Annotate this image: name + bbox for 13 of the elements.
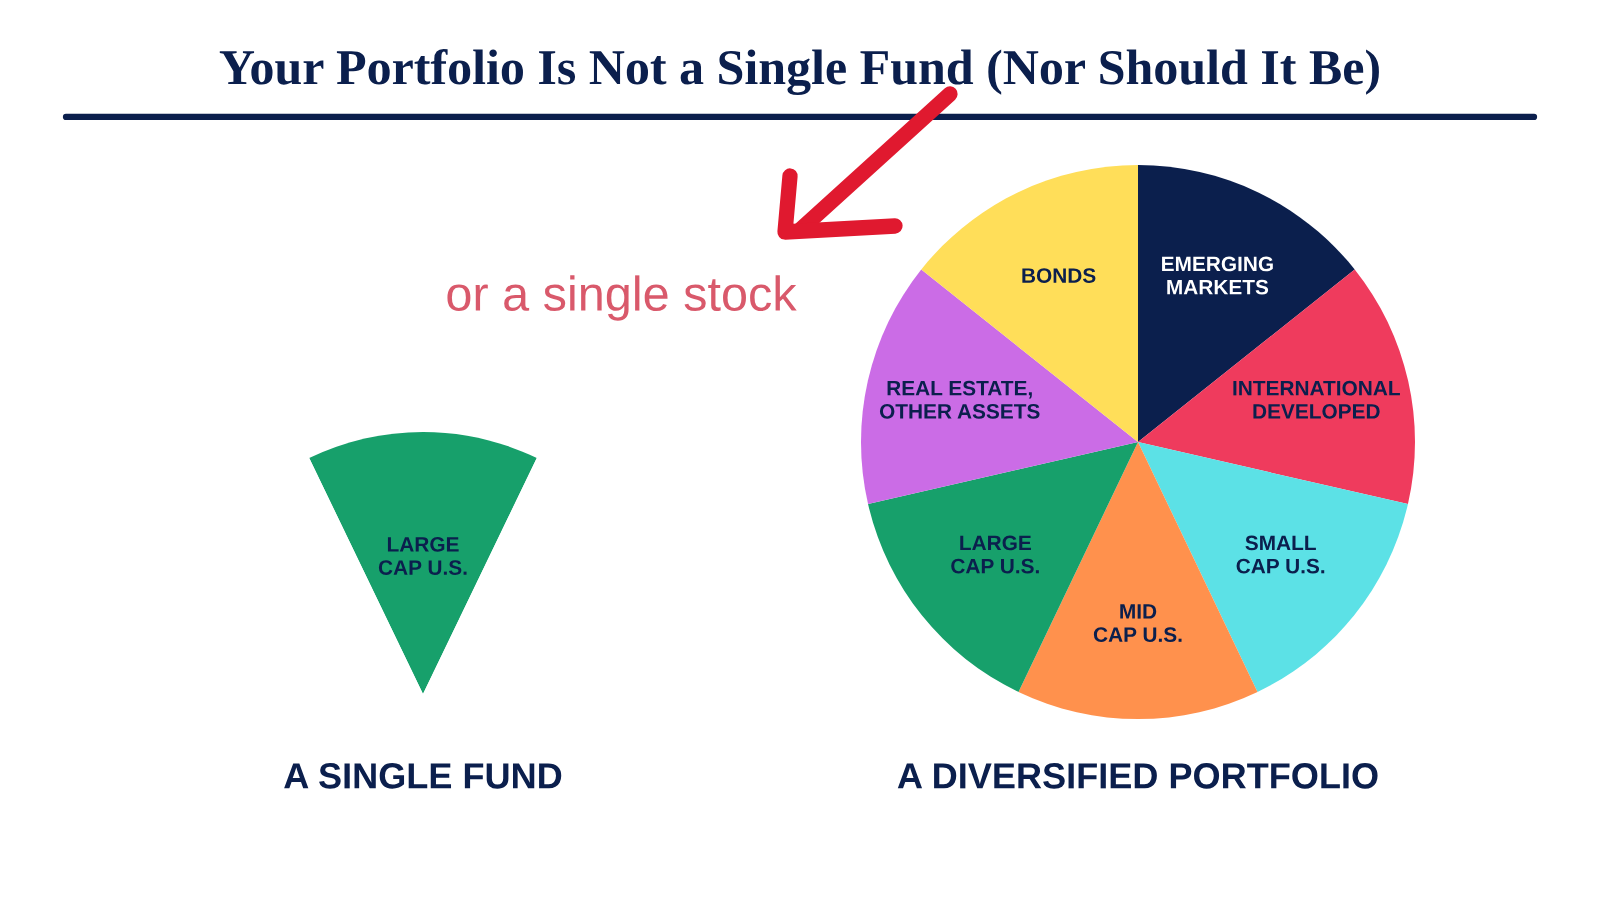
text: A DIVERSIFIED PORTFOLIO [897, 763, 1378, 789]
slice-label: INTERNATIONAL DEVELOPED [1233, 380, 1400, 419]
slice-label: SMALL CAP U.S. [1236, 535, 1325, 574]
slice-label: LARGE CAP U.S. [378, 537, 467, 575]
pie-slice [861, 269, 1138, 505]
slice-label: REAL ESTATE, OTHER ASSETS [879, 380, 1040, 419]
text: or a single stock [447, 275, 797, 321]
text: A SINGLE FUND [284, 763, 562, 789]
text: Your Portfolio Is Not a Single Fund (Nor Should It Be) [219, 48, 1379, 96]
slice-label: EMERGING MARKETS [1162, 256, 1273, 295]
slice-label: MID CAP U.S. [1093, 604, 1182, 643]
slice-label: LARGE CAP U.S. [951, 535, 1039, 574]
slice-label: BONDS [1022, 268, 1096, 283]
